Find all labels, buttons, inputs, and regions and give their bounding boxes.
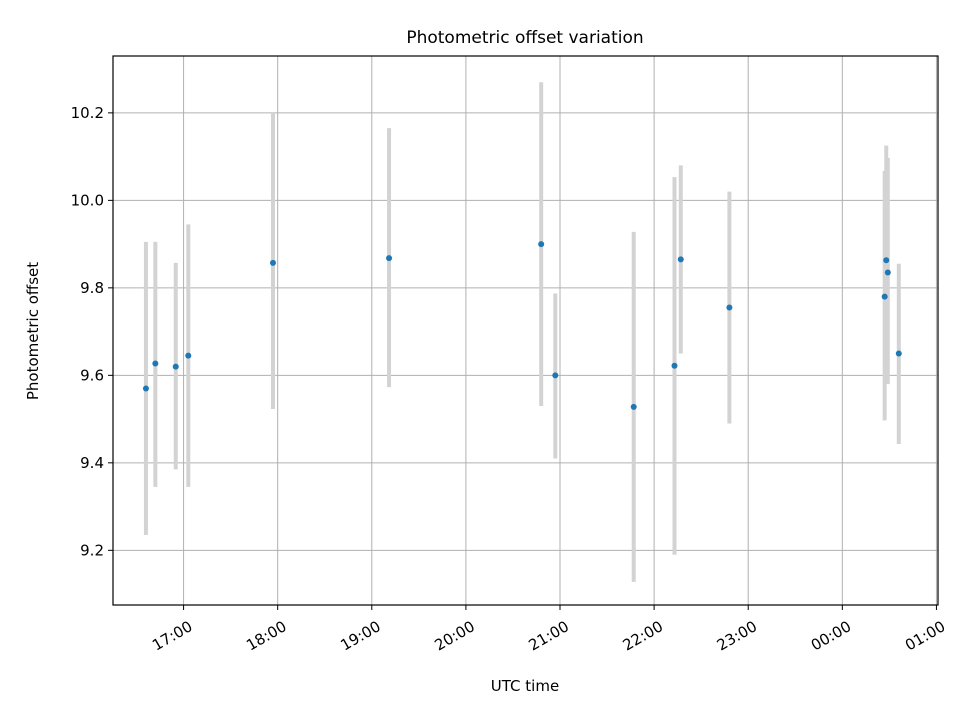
data-point bbox=[142, 385, 149, 392]
chart-title: Photometric offset variation bbox=[406, 28, 643, 48]
data-point bbox=[172, 363, 179, 370]
data-point bbox=[552, 372, 559, 379]
grid bbox=[113, 56, 938, 605]
data-point bbox=[630, 403, 637, 410]
error-bars bbox=[143, 82, 901, 582]
x-axis-label: UTC time bbox=[491, 677, 559, 695]
data-point bbox=[269, 259, 276, 266]
data-point bbox=[726, 304, 733, 311]
x-tick-label: 18:00 bbox=[243, 617, 289, 654]
data-point bbox=[883, 257, 890, 264]
y-tick-label: 10.0 bbox=[71, 191, 104, 209]
x-tick-label: 21:00 bbox=[526, 617, 572, 654]
y-tick-label: 9.4 bbox=[80, 454, 104, 472]
y-tick-label: 9.6 bbox=[80, 366, 104, 384]
x-tick-label: 23:00 bbox=[714, 617, 760, 654]
plot-frame bbox=[112, 55, 939, 606]
data-point bbox=[895, 350, 902, 357]
x-tick-label: 00:00 bbox=[808, 617, 854, 654]
y-axis-label: Photometric offset bbox=[24, 262, 42, 400]
x-axis-ticks: 17:00 18:00 19:00 20:00 21:00 22:00 23:00 00:00… bbox=[149, 605, 948, 654]
y-tick-label: 9.2 bbox=[80, 541, 104, 559]
x-tick-label: 22:00 bbox=[620, 617, 666, 654]
data-point bbox=[538, 241, 545, 248]
data-points bbox=[142, 241, 902, 410]
data-point bbox=[386, 255, 393, 262]
x-tick-label: 17:00 bbox=[149, 617, 195, 654]
data-point bbox=[884, 269, 891, 276]
y-tick-label: 9.8 bbox=[80, 279, 104, 297]
data-point bbox=[677, 256, 684, 263]
data-point bbox=[185, 352, 192, 359]
y-tick-label: 10.2 bbox=[71, 104, 104, 122]
data-point bbox=[881, 293, 888, 300]
y-axis-ticks: 9.2 9.4 9.6 9.8 10.0 10.2 bbox=[71, 104, 113, 559]
x-tick-label: 19:00 bbox=[337, 617, 383, 654]
data-point bbox=[671, 362, 678, 369]
data-point bbox=[152, 360, 159, 367]
x-tick-label: 20:00 bbox=[431, 617, 477, 654]
x-tick-label: 01:00 bbox=[902, 617, 948, 654]
